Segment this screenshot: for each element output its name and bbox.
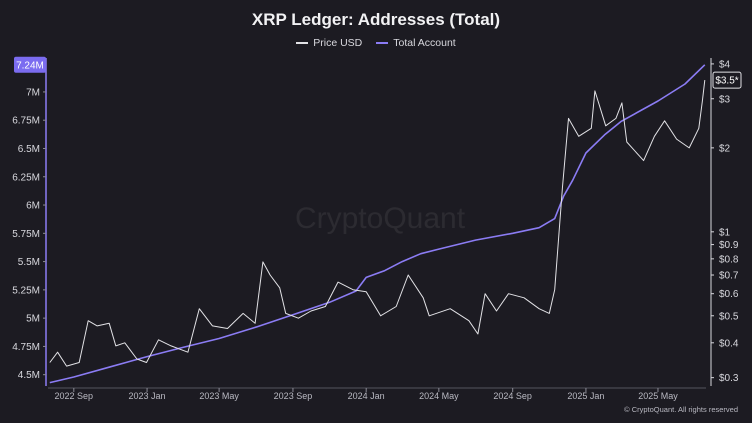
left-current-badge xyxy=(14,56,46,73)
left-current-label: 7.24M xyxy=(16,60,44,71)
right-tick-label: $0.4 xyxy=(719,338,739,349)
left-tick-label: 5M xyxy=(26,314,40,325)
series-line-total-account xyxy=(49,64,706,384)
left-tick-label: 5.75M xyxy=(12,229,40,240)
left-tick-label: 7M xyxy=(26,87,40,98)
series-layer xyxy=(49,64,706,384)
series-line-price xyxy=(49,80,706,367)
right-tick-label: $0.6 xyxy=(719,289,739,300)
left-tick-label: 5.5M xyxy=(18,257,40,268)
right-tick-label: $2 xyxy=(719,143,731,154)
x-tick-label: 2024 May xyxy=(419,391,459,401)
left-tick-label: 4.75M xyxy=(12,342,40,353)
current-value-badges: 7.24M $3.5* xyxy=(14,56,742,89)
left-tick-label: 6M xyxy=(26,201,40,212)
legend-swatch-total-account xyxy=(376,42,389,44)
legend-item-price[interactable]: Price USD xyxy=(296,37,362,49)
right-tick-label: $0.9 xyxy=(719,240,739,251)
x-tick-label: 2023 Jan xyxy=(129,391,166,401)
x-tick-label: 2025 Jan xyxy=(567,391,604,401)
x-tick-label: 2023 Sep xyxy=(274,391,313,401)
x-tick-label: 2022 Sep xyxy=(55,391,94,401)
right-tick-label: $1 xyxy=(719,227,731,238)
left-tick-label: 6.5M xyxy=(18,144,40,155)
left-tick-label: 6.25M xyxy=(12,172,40,183)
right-y-axis: $0.3 $0.4 $0.5 $0.6 $0.7 $0.8 $0.9 $1 $2 $3 $4 xyxy=(710,58,739,386)
chart-title: XRP Ledger: Addresses (Total) xyxy=(251,10,501,29)
left-tick-label: 6.75M xyxy=(12,116,40,127)
left-tick-label: 5.25M xyxy=(12,285,40,296)
copyright-footer: © CryptoQuant. All rights reserved xyxy=(624,405,738,414)
left-y-axis: 4.5M 4.75M 5M 5.25M 5.5M 5.75M 6M 6.25M 6.5M 6.75… xyxy=(12,58,47,386)
right-current-badge xyxy=(712,71,742,89)
watermark: CryptoQuant xyxy=(295,202,466,235)
x-tick-label: 2024 Sep xyxy=(493,391,532,401)
left-tick-label: 4.5M xyxy=(18,370,40,381)
legend-label-price: Price USD xyxy=(313,37,363,49)
right-tick-label: $4 xyxy=(719,59,731,70)
right-tick-label: $0.5 xyxy=(719,311,739,322)
legend-item-total-account[interactable]: Total Account xyxy=(376,37,456,49)
right-current-label: $3.5* xyxy=(715,76,738,87)
legend-label-total-account: Total Account xyxy=(393,37,456,49)
right-tick-label: $3 xyxy=(719,94,731,105)
chart-legend: Price USD Total Account xyxy=(0,37,752,49)
x-tick-label: 2023 May xyxy=(199,391,239,401)
legend-swatch-price xyxy=(296,42,309,44)
right-tick-label: $0.7 xyxy=(719,271,739,282)
right-tick-label: $0.8 xyxy=(719,254,739,265)
right-tick-label: $0.3 xyxy=(719,373,739,384)
x-axis: 2022 Sep 2023 Jan 2023 May 2023 Sep 2024 Jan… xyxy=(48,387,706,401)
x-tick-label: 2025 May xyxy=(638,391,678,401)
x-tick-label: 2024 Jan xyxy=(348,391,385,401)
